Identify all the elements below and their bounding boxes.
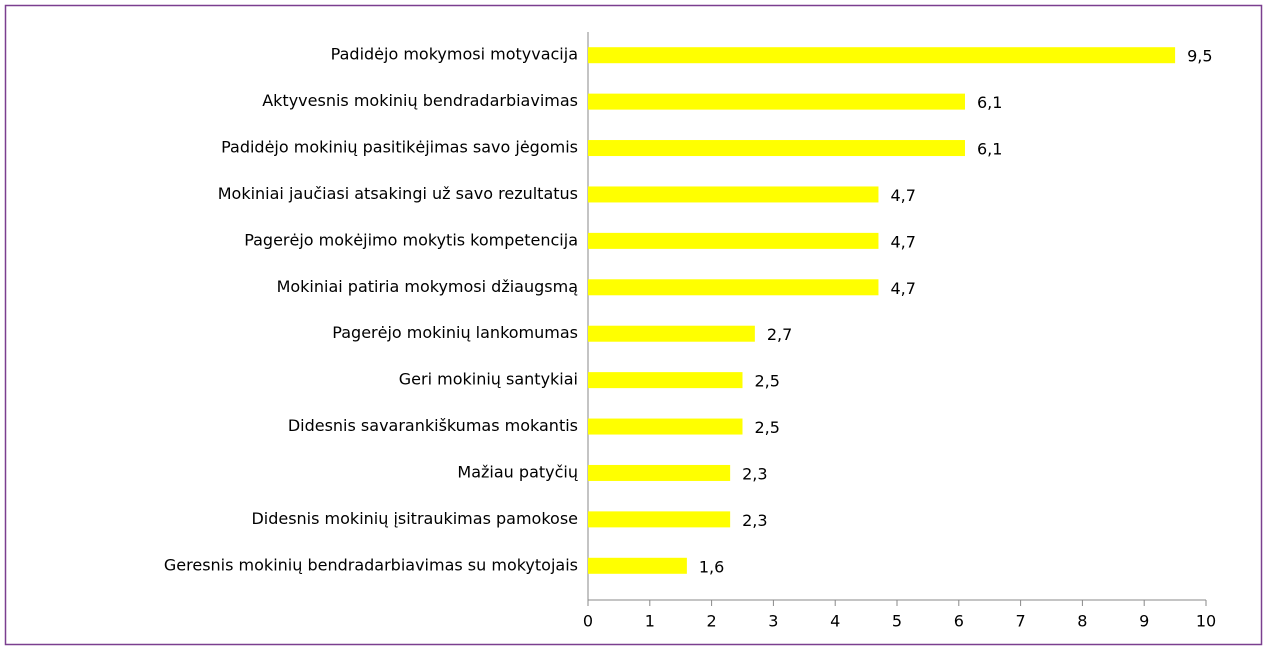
x-tick-label: 9	[1139, 612, 1149, 631]
value-label: 6,1	[977, 140, 1002, 159]
bar	[588, 279, 879, 296]
category-label: Padidėjo mokinių pasitikėjimas savo jėgo…	[221, 138, 578, 157]
bar	[588, 186, 879, 203]
value-label: 9,5	[1187, 47, 1212, 66]
bar	[588, 232, 879, 249]
value-label: 2,5	[755, 372, 780, 391]
category-label: Mokiniai patiria mokymosi džiaugsmą	[277, 277, 578, 296]
category-label: Didesnis mokinių įsitraukimas pamokose	[251, 509, 578, 528]
category-label: Mažiau patyčių	[457, 462, 578, 481]
x-tick-label: 7	[1016, 612, 1026, 631]
x-tick-label: 2	[707, 612, 717, 631]
bar	[588, 557, 687, 574]
category-label: Pagerėjo mokinių lankomumas	[332, 323, 578, 342]
bar	[588, 372, 743, 389]
category-label: Padidėjo mokymosi motyvacija	[331, 45, 578, 64]
x-tick-label: 6	[954, 612, 964, 631]
value-label: 2,3	[742, 511, 767, 530]
value-label: 1,6	[699, 557, 724, 576]
x-tick-label: 4	[830, 612, 840, 631]
category-label: Geri mokinių santykiai	[399, 370, 578, 389]
x-tick-label: 5	[892, 612, 902, 631]
value-label: 6,1	[977, 93, 1002, 112]
category-label: Geresnis mokinių bendradarbiavimas su mo…	[164, 555, 578, 574]
x-tick-label: 3	[768, 612, 778, 631]
bar	[588, 93, 965, 110]
category-label: Pagerėjo mokėjimo mokytis kompetencija	[244, 230, 578, 249]
category-label: Didesnis savarankiškumas mokantis	[288, 416, 578, 435]
value-label: 4,7	[890, 186, 915, 205]
value-label: 2,5	[755, 418, 780, 437]
x-tick-label: 0	[583, 612, 593, 631]
frame	[4, 4, 1263, 646]
category-label: Mokiniai jaučiasi atsakingi už savo rezu…	[218, 184, 578, 203]
category-label: Aktyvesnis mokinių bendradarbiavimas	[262, 91, 578, 110]
x-tick-label: 1	[645, 612, 655, 631]
bar	[588, 464, 731, 481]
value-label: 4,7	[890, 232, 915, 251]
value-label: 2,3	[742, 464, 767, 483]
bar	[588, 511, 731, 528]
bar	[588, 140, 965, 157]
value-label: 2,7	[767, 325, 792, 344]
x-tick-label: 8	[1077, 612, 1087, 631]
x-tick-label: 10	[1196, 612, 1216, 631]
bar	[588, 47, 1176, 64]
value-label: 4,7	[890, 279, 915, 298]
bar	[588, 325, 755, 342]
bar	[588, 418, 743, 435]
